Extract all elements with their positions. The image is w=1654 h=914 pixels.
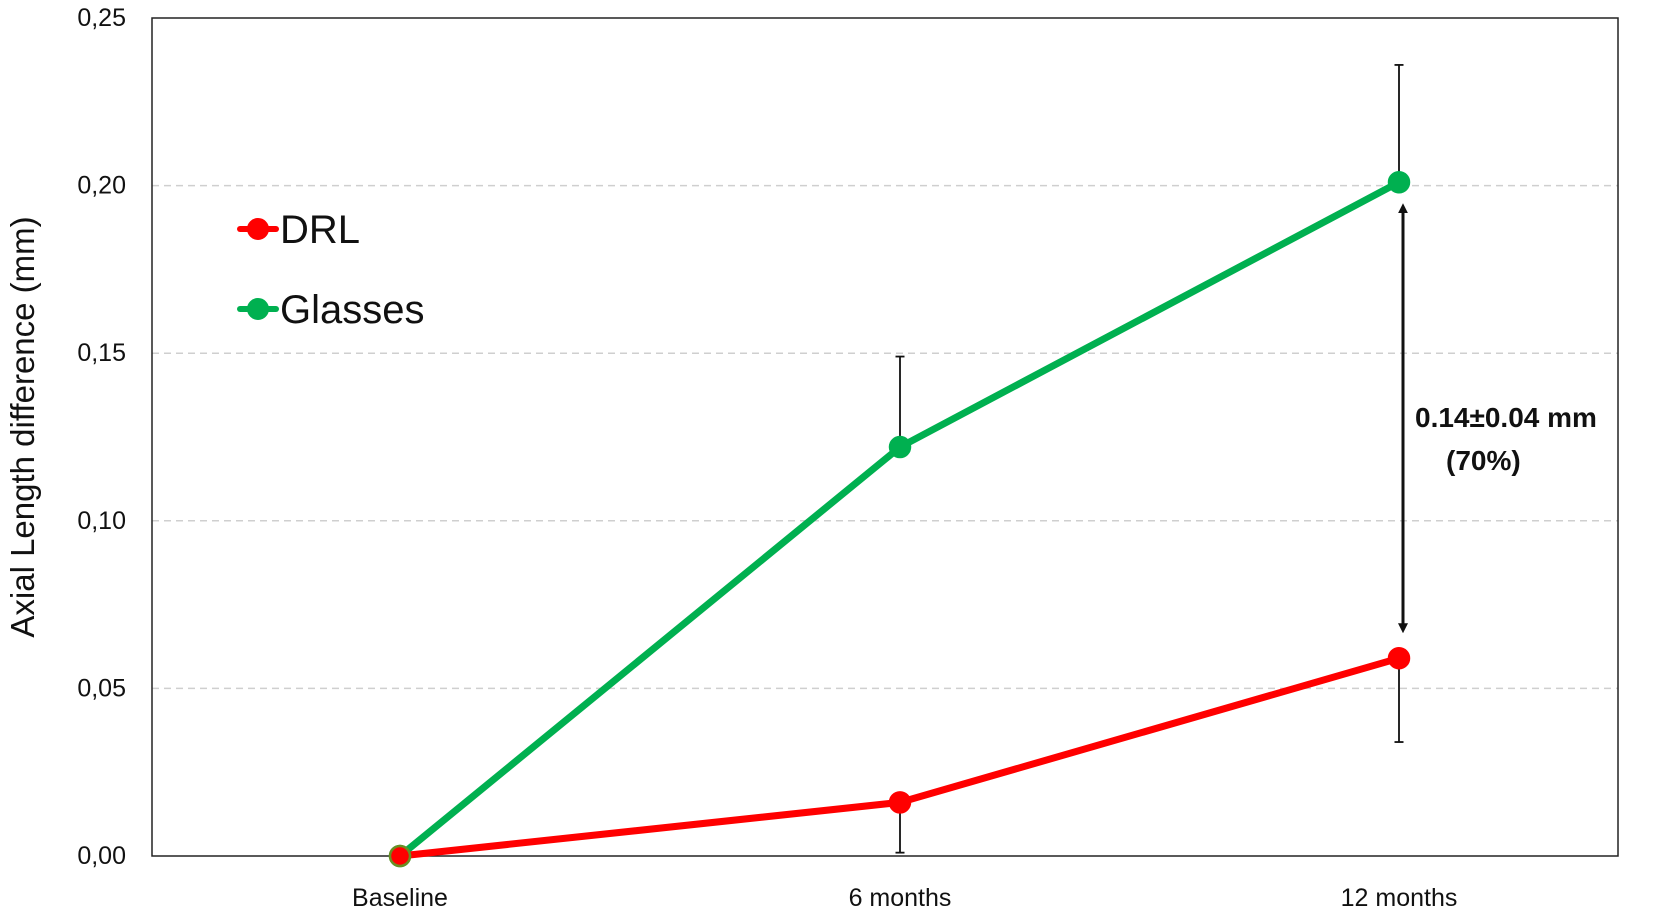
legend-label-glasses: Glasses bbox=[280, 288, 425, 332]
series-lines bbox=[396, 178, 1403, 860]
x-tick-label: 12 months bbox=[1341, 884, 1458, 912]
gridlines bbox=[152, 184, 1618, 690]
plot-frame bbox=[151, 17, 1619, 857]
data-point-glasses bbox=[888, 435, 912, 459]
error-bars bbox=[895, 64, 1404, 854]
data-point-drl bbox=[1387, 646, 1411, 670]
axes: 0,00 0,05 0,10 0,15 0,20 0,25 Baseline 6 months… bbox=[4, 4, 1619, 912]
y-tick-label: 0,25 bbox=[77, 4, 126, 32]
data-points bbox=[388, 170, 1411, 868]
y-axis-title: Axial Length difference (mm) bbox=[4, 216, 41, 637]
legend-swatch-marker bbox=[247, 218, 269, 240]
legend: DRL Glasses bbox=[237, 208, 425, 332]
data-point-drl bbox=[888, 791, 912, 814]
legend-swatch-marker bbox=[247, 298, 269, 320]
x-tick-label: Baseline bbox=[352, 884, 448, 912]
difference-label: 0.14±0.04 mm bbox=[1415, 402, 1597, 433]
series-line-glasses bbox=[396, 178, 1403, 860]
y-tick-label: 0,15 bbox=[77, 339, 126, 367]
legend-label-drl: DRL bbox=[280, 208, 360, 252]
y-tick-label: 0,05 bbox=[77, 674, 126, 702]
difference-annotation: 0.14±0.04 mm (70%) bbox=[1398, 203, 1597, 634]
x-tick-label: 6 months bbox=[849, 884, 952, 912]
y-tick-label: 0,20 bbox=[77, 172, 126, 200]
y-tick-label: 0,00 bbox=[77, 842, 126, 870]
data-point-drl bbox=[388, 844, 412, 868]
difference-percent: (70%) bbox=[1446, 445, 1521, 476]
data-point-glasses bbox=[1387, 170, 1411, 194]
y-tick-label: 0,10 bbox=[77, 507, 126, 535]
